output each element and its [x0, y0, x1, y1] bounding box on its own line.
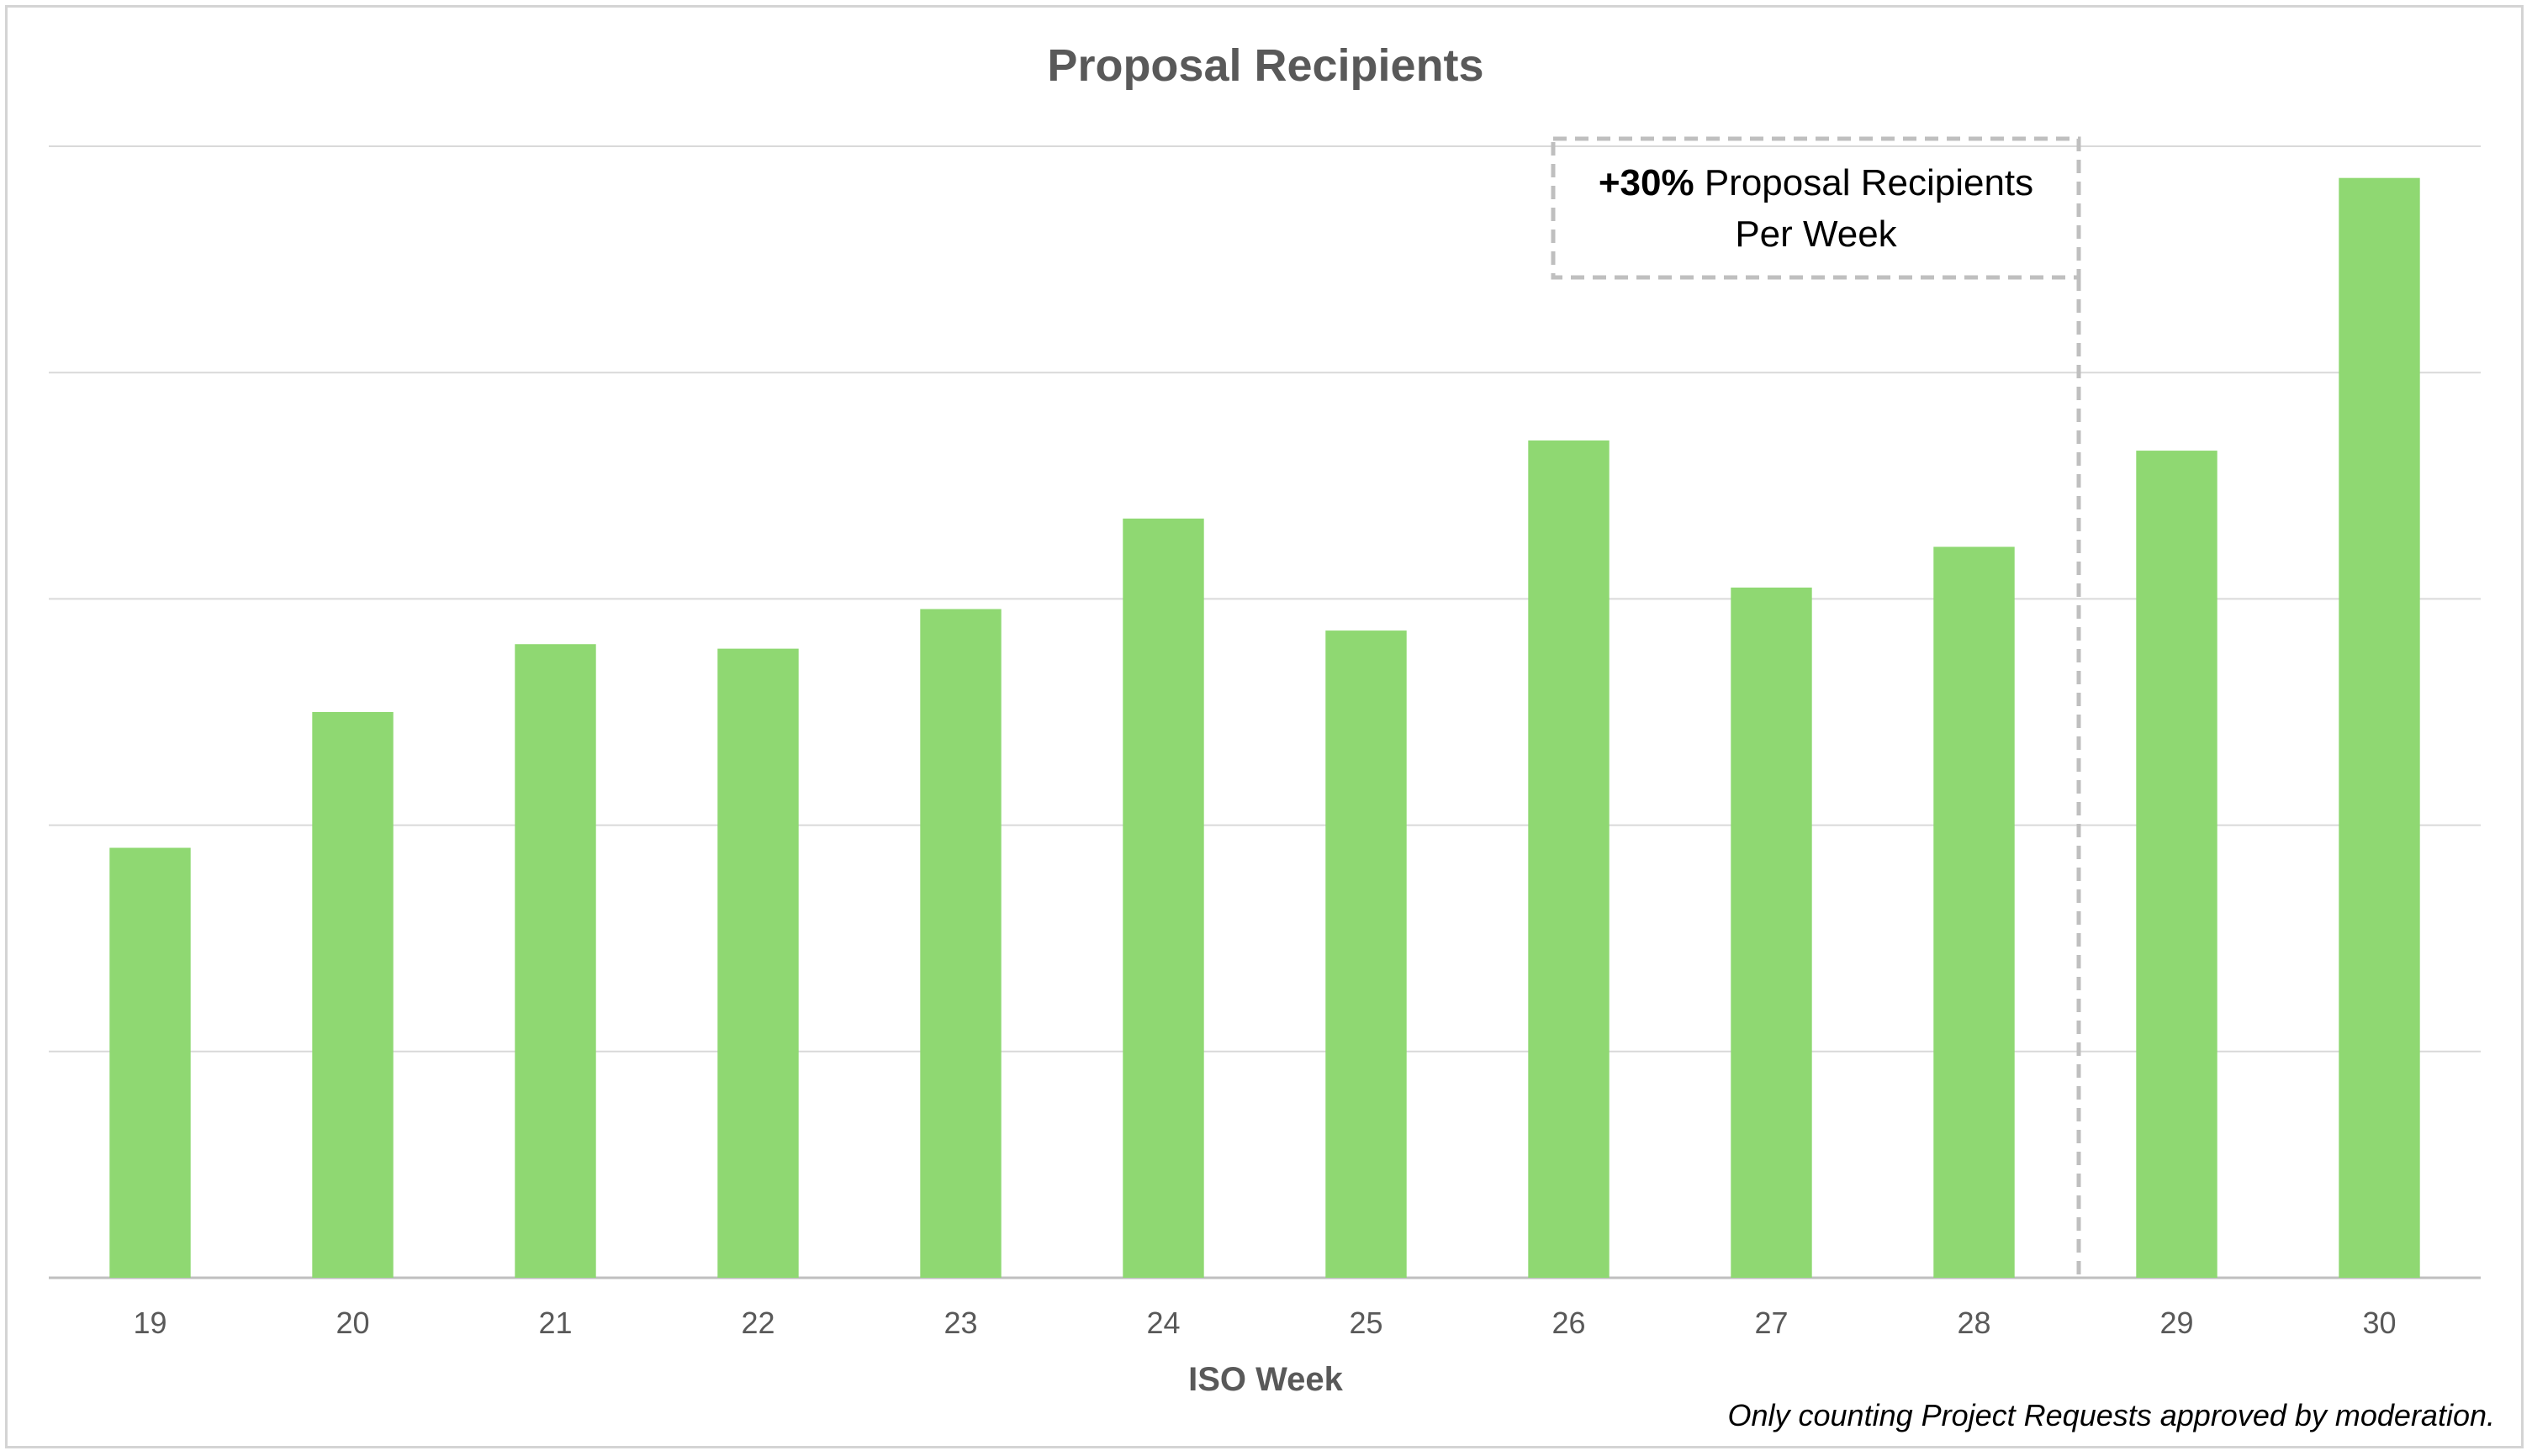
annotation-line-1: +30% Proposal Recipients: [1599, 162, 2033, 203]
bar-week-25: [1325, 630, 1407, 1278]
bar-week-29: [2136, 451, 2217, 1278]
bar-week-20: [312, 712, 394, 1278]
x-tick-label: 21: [538, 1306, 572, 1340]
bar-week-24: [1123, 518, 1204, 1278]
bar-week-21: [515, 644, 596, 1278]
bars: [109, 177, 2420, 1279]
bar-week-30: [2339, 177, 2420, 1279]
annotation-line-2: Per Week: [1735, 214, 1897, 255]
bar-week-19: [109, 847, 191, 1278]
annotation-highlight: +30%: [1599, 162, 1694, 203]
bar-week-27: [1731, 587, 1812, 1278]
bar-week-23: [920, 609, 1002, 1278]
bar-week-26: [1528, 440, 1610, 1278]
x-tick-label: 26: [1551, 1306, 1585, 1340]
bar-week-28: [1933, 546, 2015, 1278]
x-tick-label: 25: [1349, 1306, 1382, 1340]
annotation-line-1-text: Proposal Recipients: [1694, 162, 2034, 203]
x-tick-labels: 19 20 21 22 23 24 25 26 27 28 29 30: [133, 1306, 2396, 1340]
annotation-box: [1551, 136, 2081, 280]
chart-frame: [5, 5, 2524, 1448]
bar-week-22: [717, 648, 799, 1278]
x-tick-label: 28: [1957, 1306, 1990, 1340]
x-tick-label: 22: [741, 1306, 774, 1340]
x-tick-label: 27: [1754, 1306, 1788, 1340]
footnote: Only counting Project Requests approved …: [1727, 1398, 2495, 1432]
x-tick-label: 24: [1146, 1306, 1180, 1340]
x-tick-label: 29: [2159, 1306, 2193, 1340]
x-tick-label: 23: [944, 1306, 977, 1340]
x-tick-label: 20: [336, 1306, 369, 1340]
gridlines: [49, 145, 2481, 1279]
chart-title: Proposal Recipients: [1047, 40, 1483, 91]
x-tick-label: 30: [2362, 1306, 2396, 1340]
x-axis-title: ISO Week: [1188, 1361, 1344, 1398]
x-tick-label: 19: [133, 1306, 167, 1340]
